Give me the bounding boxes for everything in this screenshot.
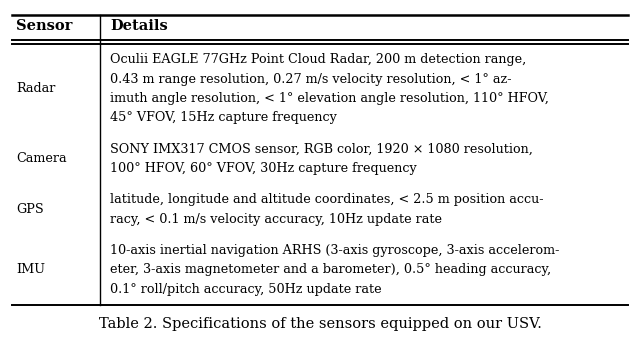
Text: latitude, longitude and altitude coordinates, < 2.5 m position accu-: latitude, longitude and altitude coordin… [110,193,543,206]
Text: Sensor: Sensor [16,19,72,34]
Text: Radar: Radar [16,82,56,95]
Text: SONY IMX317 CMOS sensor, RGB color, 1920 × 1080 resolution,: SONY IMX317 CMOS sensor, RGB color, 1920… [110,143,533,156]
Text: GPS: GPS [16,203,44,216]
Text: Oculii EAGLE 77GHz Point Cloud Radar, 200 m detection range,: Oculii EAGLE 77GHz Point Cloud Radar, 20… [110,53,526,66]
Text: Camera: Camera [16,152,67,165]
Text: eter, 3-axis magnetometer and a barometer), 0.5° heading accuracy,: eter, 3-axis magnetometer and a baromete… [110,264,551,276]
Text: 100° HFOV, 60° VFOV, 30Hz capture frequency: 100° HFOV, 60° VFOV, 30Hz capture freque… [110,162,417,175]
Text: racy, < 0.1 m/s velocity accuracy, 10Hz update rate: racy, < 0.1 m/s velocity accuracy, 10Hz … [110,213,442,226]
Text: Table 2. Specifications of the sensors equipped on our USV.: Table 2. Specifications of the sensors e… [99,317,541,331]
Text: Details: Details [110,19,168,34]
Text: 0.43 m range resolution, 0.27 m/s velocity resolution, < 1° az-: 0.43 m range resolution, 0.27 m/s veloci… [110,72,511,86]
Text: IMU: IMU [16,264,45,276]
Text: 0.1° roll/pitch accuracy, 50Hz update rate: 0.1° roll/pitch accuracy, 50Hz update ra… [110,283,381,296]
Text: imuth angle resolution, < 1° elevation angle resolution, 110° HFOV,: imuth angle resolution, < 1° elevation a… [110,92,549,105]
Text: 45° VFOV, 15Hz capture frequency: 45° VFOV, 15Hz capture frequency [110,112,337,124]
Text: 10-axis inertial navigation ARHS (3-axis gyroscope, 3-axis accelerom-: 10-axis inertial navigation ARHS (3-axis… [110,244,559,257]
